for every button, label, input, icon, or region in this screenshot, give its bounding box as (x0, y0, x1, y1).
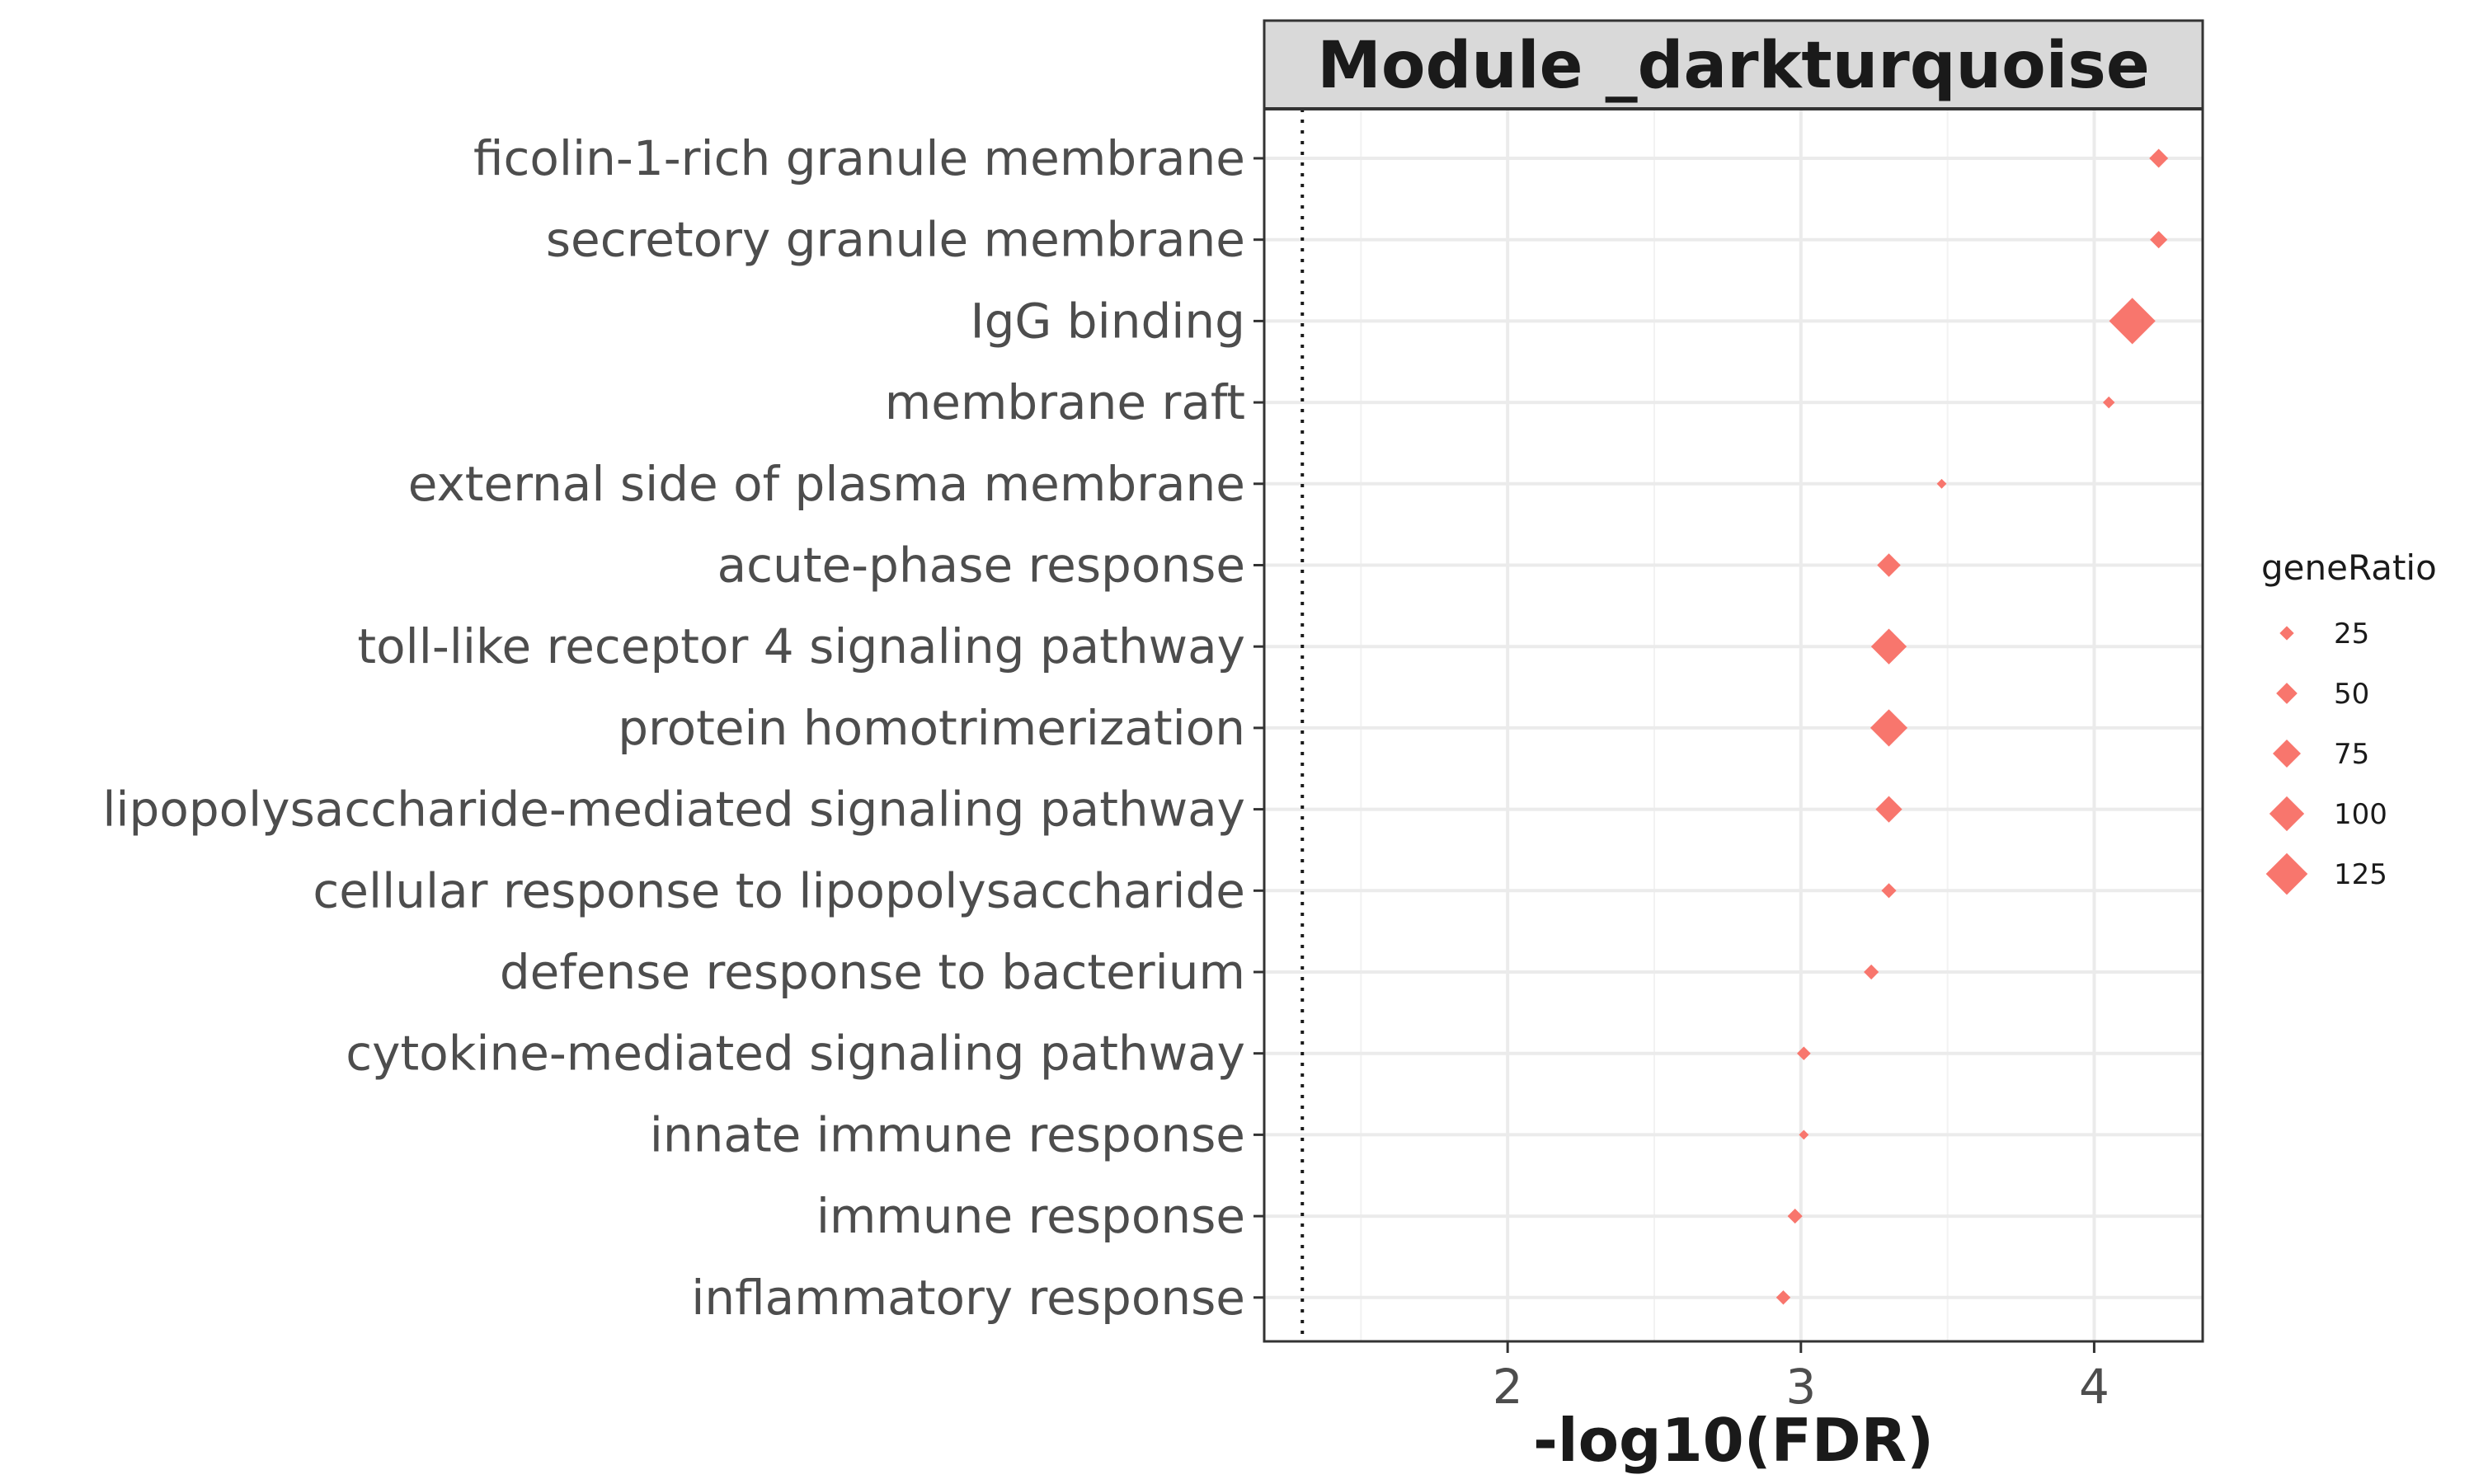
category-label: innate immune response (650, 1106, 1245, 1162)
legend-items: 25 50 75 100 125 (2265, 618, 2387, 895)
x-tick-label: 2 (1493, 1359, 1523, 1415)
data-point (1881, 883, 1897, 899)
grid-lines (1264, 109, 2203, 1341)
legend-label: 75 (2334, 738, 2369, 771)
data-point (1875, 796, 1903, 823)
legend-label: 25 (2334, 618, 2369, 650)
data-point (1799, 1129, 1809, 1140)
x-axis-ticks: 2 3 4 (1493, 1341, 2109, 1415)
x-axis-title: -log10(FDR) (1533, 1406, 1934, 1475)
legend: geneRatio 25 50 75 100 125 (2261, 547, 2437, 895)
data-point (2150, 231, 2168, 249)
legend-key (2265, 852, 2308, 895)
x-tick-label: 4 (2079, 1359, 2109, 1415)
category-label: ficolin-1-rich granule membrane (473, 130, 1245, 186)
category-label: protein homotrimerization (618, 700, 1245, 756)
data-point (2109, 298, 2156, 345)
category-label: external side of plasma membrane (408, 456, 1245, 512)
category-label: inflammatory response (691, 1270, 1245, 1326)
category-label: membrane raft (885, 374, 1245, 430)
legend-key (2279, 626, 2294, 641)
category-label: lipopolysaccharide-mediated signaling pa… (102, 782, 1245, 838)
data-points (1776, 148, 2169, 1305)
data-point (1877, 553, 1901, 577)
data-point (1870, 628, 1907, 665)
data-point (1864, 964, 1879, 980)
category-label: cytokine-mediated signaling pathway (346, 1026, 1245, 1082)
chart-title: Module _darkturquoise (1317, 29, 2149, 103)
legend-label: 125 (2334, 858, 2387, 891)
legend-label: 100 (2334, 798, 2387, 831)
category-label: acute-phase response (717, 538, 1245, 594)
data-point (1870, 709, 1908, 747)
data-point (2102, 396, 2115, 409)
panel-background (1264, 109, 2203, 1341)
y-axis-labels: ficolin-1-rich granule membrane secretory… (102, 130, 1245, 1326)
category-label: defense response to bacterium (500, 944, 1245, 1000)
data-point (2149, 148, 2169, 168)
category-label: toll-like receptor 4 signaling pathway (357, 618, 1245, 674)
y-axis-ticks (1253, 157, 1264, 1299)
data-point (1776, 1290, 1791, 1305)
legend-key (2273, 740, 2301, 768)
category-label: cellular response to lipopolysaccharide (313, 862, 1245, 918)
legend-key (2269, 796, 2305, 832)
category-label: immune response (816, 1188, 1245, 1244)
category-label: IgG binding (971, 293, 1246, 349)
x-tick-label: 3 (1785, 1359, 1816, 1415)
category-label: secretory granule membrane (546, 212, 1245, 268)
data-point (1787, 1209, 1803, 1224)
data-point (1797, 1046, 1811, 1061)
legend-title: geneRatio (2261, 547, 2437, 588)
legend-label: 50 (2334, 678, 2369, 711)
data-point (1936, 478, 1947, 489)
strip-background (1263, 19, 2204, 110)
legend-key (2276, 683, 2298, 704)
